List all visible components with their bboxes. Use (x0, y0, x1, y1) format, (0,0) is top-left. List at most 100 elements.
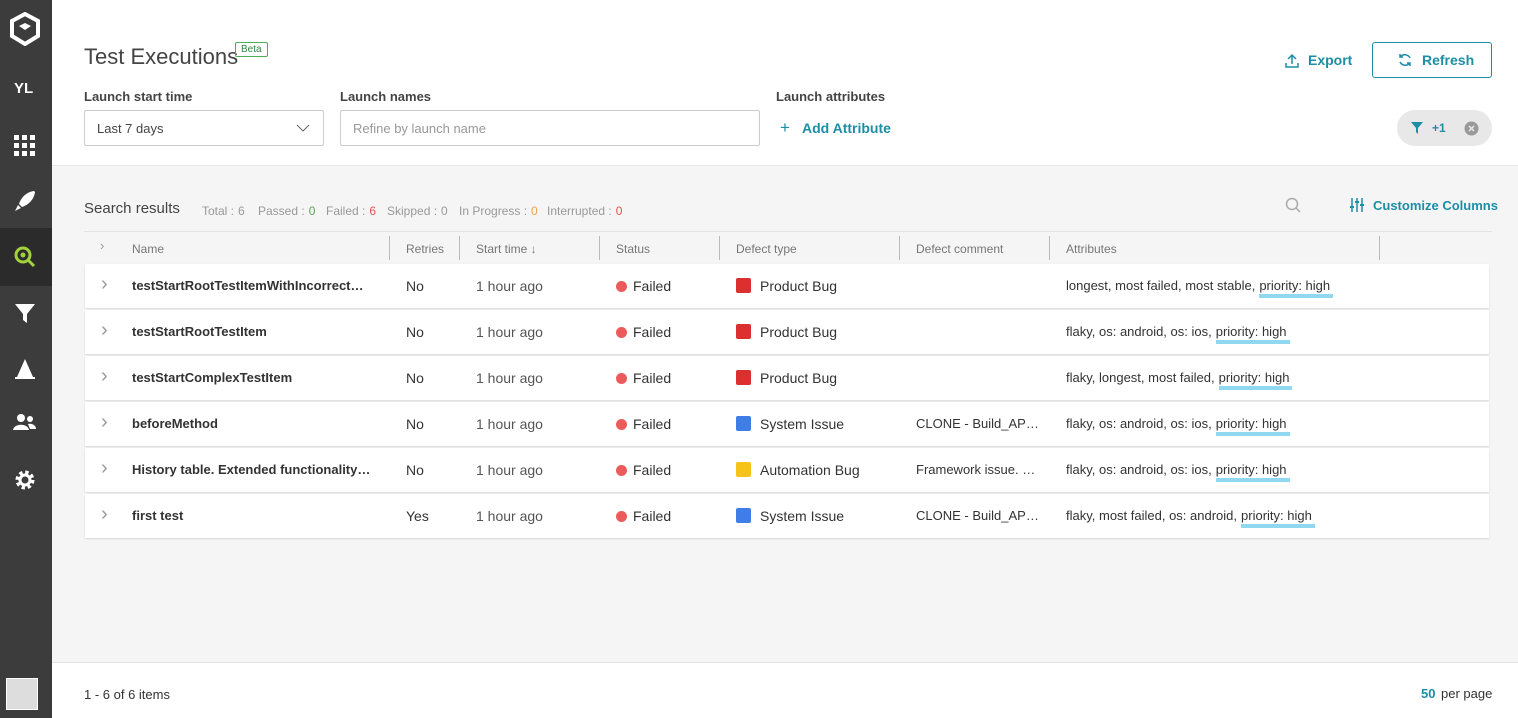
test-name[interactable]: testStartRootTestItemWithIncorrect… (132, 278, 364, 293)
status-dot (616, 373, 627, 384)
stat: Total :6 (202, 203, 245, 218)
column-separator (1379, 236, 1380, 260)
settings-icon[interactable] (14, 469, 36, 491)
column-header[interactable]: Attributes (1066, 242, 1117, 256)
names-input[interactable]: Refine by launch name (340, 110, 760, 146)
attribute-highlight: priority: high (1218, 370, 1293, 390)
column-header[interactable]: Defect comment (916, 242, 1004, 256)
clear-filter[interactable] (1464, 121, 1479, 136)
status: Failed (633, 278, 672, 294)
debug-icon[interactable] (14, 358, 36, 380)
test-name[interactable]: beforeMethod (132, 416, 218, 431)
divider (84, 231, 1492, 232)
active-item (0, 228, 52, 286)
stat-value: 6 (238, 204, 245, 218)
status-dot (616, 327, 627, 338)
refresh-button[interactable] (1372, 42, 1492, 78)
table-row[interactable]: › testStartRootTestItem No 1 hour ago Failed… (85, 310, 1489, 354)
attributes: longest, most failed, most stable, priori… (1066, 278, 1334, 298)
start-time: 1 hour ago (476, 370, 543, 386)
test-name[interactable]: testStartComplexTestItem (132, 370, 293, 385)
column-separator (719, 236, 720, 260)
expand-chevron[interactable]: › (101, 457, 108, 479)
page-title: Test Executions (84, 44, 239, 69)
stat: Passed :0 (258, 203, 315, 218)
table-row[interactable]: › first test Yes 1 hour ago Failed System Iss… (85, 494, 1489, 538)
table-row[interactable]: › testStartRootTestItemWithIncorrect… No 1 … (85, 264, 1489, 308)
defect-type: Product Bug (760, 370, 838, 386)
table-row[interactable]: › testStartComplexTestItem No 1 hour ago Fai… (85, 356, 1489, 400)
pagination-range: 1 - 6 of 6 items (84, 687, 170, 702)
stat-label: Interrupted : (547, 204, 612, 218)
stat: Interrupted :0 (547, 203, 622, 218)
sidebar: YL (0, 0, 52, 718)
expand-chevron[interactable]: › (101, 411, 108, 433)
table-row[interactable]: › beforeMethod No 1 hour ago Failed System Is… (85, 402, 1489, 446)
column-header[interactable]: Status (616, 242, 651, 256)
defect-swatch (736, 462, 751, 477)
add-attribute[interactable]: Add Attribute (802, 120, 891, 136)
attributes: flaky, os: android, os: ios, priority: hi… (1066, 324, 1290, 344)
start-time: 1 hour ago (476, 508, 543, 524)
defect-comment: CLONE - Build_AP… (916, 508, 1039, 523)
stat-value: 0 (531, 204, 538, 218)
customize-columns[interactable]: Customize Columns (1373, 198, 1498, 213)
export-icon[interactable] (1284, 53, 1300, 69)
retries: No (406, 324, 424, 340)
stat-value: 6 (369, 204, 377, 218)
start-time-value: Last 7 days (97, 121, 164, 136)
retries: No (406, 462, 424, 478)
attribute-highlight: priority: high (1215, 324, 1290, 344)
logo (10, 12, 40, 46)
export-button[interactable]: Export (1308, 52, 1353, 68)
search-icon[interactable] (1285, 197, 1301, 213)
customize-icon (1350, 198, 1364, 212)
expand-chevron[interactable]: › (101, 503, 108, 525)
status: Failed (633, 370, 672, 386)
members-icon[interactable] (13, 413, 37, 433)
column-header[interactable]: Name (132, 242, 165, 256)
stat: Failed :6 (326, 203, 376, 218)
expand-chevron[interactable]: › (101, 273, 108, 295)
filters-icon[interactable] (14, 302, 36, 324)
test-executions-icon[interactable] (14, 246, 36, 268)
stat-label: Total : (202, 204, 235, 218)
status: Failed (633, 324, 672, 340)
beta-badge: Beta (235, 42, 268, 57)
stat-value: 0 (441, 204, 448, 218)
column-separator (1049, 236, 1050, 260)
defect-swatch (736, 324, 751, 339)
column-header[interactable]: Start time ↓ (476, 242, 537, 256)
per-page-count[interactable]: 50 (1421, 686, 1436, 701)
filter-icon (1411, 122, 1423, 134)
attributes: flaky, os: android, os: ios, priority: hi… (1066, 416, 1290, 436)
attributes: flaky, most failed, os: android, priority… (1066, 508, 1315, 528)
dashboard-icon[interactable] (14, 135, 36, 157)
retries: Yes (406, 508, 429, 524)
expand-chevron[interactable]: › (101, 319, 108, 341)
start-time: 1 hour ago (476, 278, 543, 294)
test-name[interactable]: History table. Extended functionality… (132, 462, 371, 477)
status: Failed (633, 416, 672, 432)
table-row[interactable]: › History table. Extended functionality… N… (85, 448, 1489, 492)
column-separator (389, 236, 390, 260)
attributes: flaky, longest, most failed, priority: hi… (1066, 370, 1293, 390)
avatar[interactable] (6, 678, 38, 710)
start-time-label: Launch start time (84, 89, 193, 104)
start-time-select[interactable]: Last 7 days (84, 110, 324, 146)
launches-icon[interactable] (14, 190, 36, 212)
status: Failed (633, 462, 672, 478)
user-initials[interactable]: YL (14, 80, 34, 97)
expand-chevron[interactable]: › (101, 365, 108, 387)
add-icon: + (780, 118, 790, 137)
test-name[interactable]: testStartRootTestItem (132, 324, 267, 339)
footer (52, 662, 1518, 718)
stat-label: In Progress : (459, 204, 528, 218)
test-name[interactable]: first test (132, 508, 184, 523)
defect-swatch (736, 278, 751, 293)
defect-comment: CLONE - Build_AP… (916, 416, 1039, 431)
column-header[interactable]: Retries (406, 242, 445, 256)
chevron: › (100, 238, 105, 253)
column-header[interactable]: Defect type (736, 242, 797, 256)
